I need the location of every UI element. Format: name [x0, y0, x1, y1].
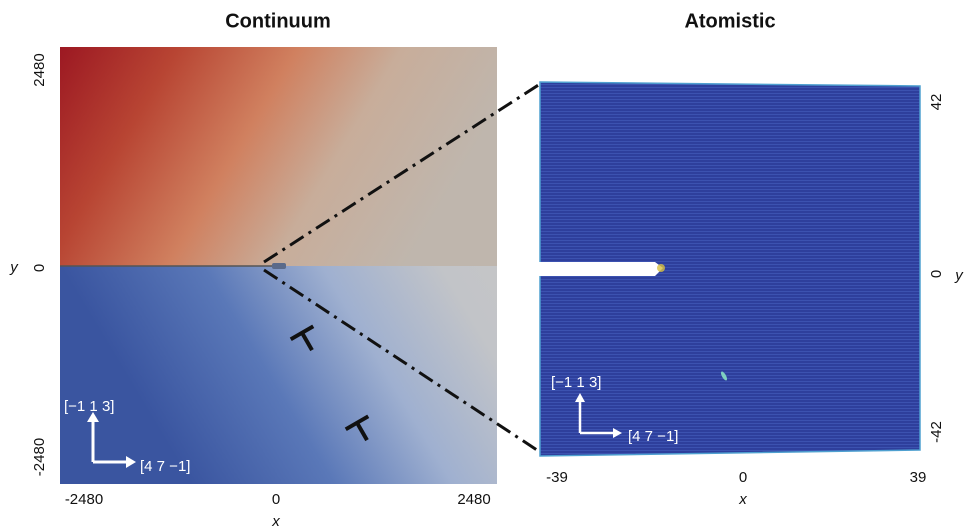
x-axis-label: x [738, 491, 747, 508]
y-tick-label: 42 [928, 94, 945, 111]
y-tick-label: 0 [31, 264, 48, 272]
panel-title: Continuum [225, 10, 331, 32]
y-axis-label: y [9, 259, 19, 276]
y-tick-label: -42 [928, 421, 945, 443]
direction-label: [−1 1 3] [551, 374, 601, 391]
x-tick-label: -2480 [65, 491, 103, 508]
y-tick-label: 2480 [31, 53, 48, 86]
direction-label: [−1 1 3] [64, 398, 114, 415]
x-tick-label: 39 [910, 469, 927, 486]
atomistic-panel: Atomistic [−1 1 3] [4 7 −1] 42 0 -42 y -… [538, 10, 964, 508]
direction-label: [4 7 −1] [628, 428, 678, 445]
x-tick-label: 0 [272, 491, 280, 508]
continuum-panel: Continuum [−1 1 3] [4 7 −1] y 2480 0 -24… [9, 10, 497, 528]
y-tick-label: -2480 [31, 438, 48, 476]
y-tick-label: 0 [928, 270, 945, 278]
y-axis-label: y [954, 267, 964, 284]
figure: Continuum [−1 1 3] [4 7 −1] y 2480 0 -24… [0, 0, 965, 528]
x-tick-label: 0 [739, 469, 747, 486]
x-tick-label: 2480 [457, 491, 490, 508]
crack-notch [538, 262, 663, 276]
stress-field-top [60, 47, 497, 266]
stress-field-bottom [60, 266, 497, 484]
atomistic-region [272, 263, 286, 269]
direction-label: [4 7 −1] [140, 458, 190, 475]
panel-title: Atomistic [684, 10, 775, 32]
x-axis-label: x [271, 513, 280, 528]
x-tick-label: -39 [546, 469, 568, 486]
crack-tip [657, 264, 665, 272]
